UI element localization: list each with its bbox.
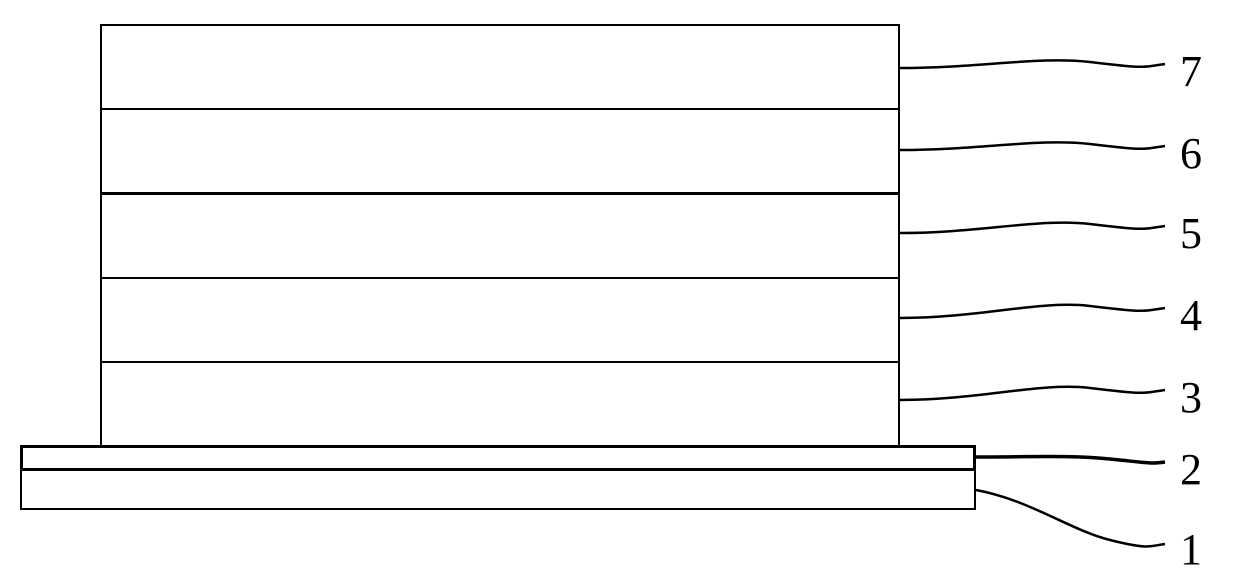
layer-2	[20, 445, 976, 471]
label-3: 3	[1180, 372, 1202, 423]
layer-6	[100, 108, 900, 194]
layer-7	[100, 24, 900, 110]
label-4: 4	[1180, 290, 1202, 341]
label-6: 6	[1180, 128, 1202, 179]
diagram-container: 7 6 5 4 3 2 1	[0, 0, 1240, 566]
label-5: 5	[1180, 208, 1202, 259]
label-2: 2	[1180, 444, 1202, 495]
layer-4	[100, 277, 900, 363]
layer-1	[20, 468, 976, 510]
layer-5	[100, 192, 900, 279]
label-7: 7	[1180, 46, 1202, 97]
label-1: 1	[1180, 524, 1202, 575]
layer-3	[100, 361, 900, 447]
